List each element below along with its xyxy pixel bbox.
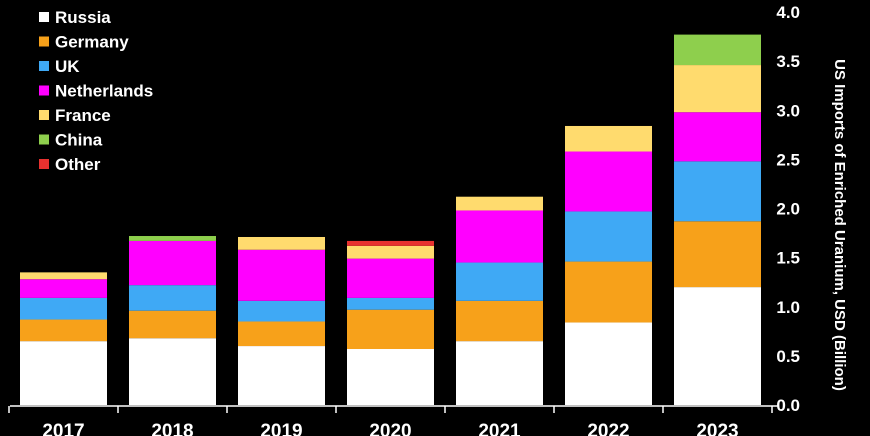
legend-swatch-other	[39, 159, 49, 169]
y-tick-label: 3.0	[776, 101, 800, 120]
x-tick-label: 2020	[369, 421, 411, 436]
y-tick-label: 1.0	[776, 298, 800, 317]
bar-segment-russia-2020	[347, 348, 434, 405]
bar-segment-france-2019	[238, 236, 325, 250]
bar-segment-netherlands-2022	[565, 151, 652, 212]
bar-segment-uk-2022	[565, 211, 652, 262]
legend-label-france: France	[55, 106, 111, 125]
bar-segment-other-2020	[347, 240, 434, 246]
bar-segment-russia-2023	[674, 287, 761, 405]
legend-label-germany: Germany	[55, 33, 129, 52]
bar-segment-france-2023	[674, 65, 761, 113]
bar-segment-netherlands-2018	[129, 240, 216, 286]
y-tick-label: 3.5	[776, 52, 800, 71]
bar-segment-uk-2021	[456, 262, 543, 301]
bar-segment-uk-2018	[129, 285, 216, 311]
legend-label-other: Other	[55, 155, 101, 174]
bar-segment-france-2022	[565, 125, 652, 152]
legend-label-netherlands: Netherlands	[55, 82, 153, 101]
y-tick-label: 2.0	[776, 200, 800, 219]
bar-segment-germany-2017	[20, 319, 107, 342]
x-tick-label: 2019	[260, 421, 302, 436]
bar-segment-russia-2022	[565, 322, 652, 405]
bar-segment-uk-2023	[674, 161, 761, 222]
y-tick-label: 0.0	[776, 396, 800, 415]
bar-segment-netherlands-2021	[456, 210, 543, 263]
y-tick-label: 0.5	[776, 347, 800, 366]
bar-segment-france-2021	[456, 196, 543, 211]
bar-segment-china-2023	[674, 34, 761, 66]
legend-swatch-uk	[39, 61, 49, 71]
x-tick-label: 2021	[478, 421, 521, 436]
bar-segment-netherlands-2017	[20, 279, 107, 298]
bar-segment-germany-2023	[674, 221, 761, 288]
bar-segment-china-2018	[129, 236, 216, 241]
legend-swatch-germany	[39, 36, 49, 47]
x-tick-label: 2022	[587, 421, 629, 436]
bars-group	[20, 34, 761, 405]
legend-swatch-russia	[39, 12, 49, 22]
bar-segment-russia-2019	[238, 346, 325, 405]
legend-swatch-netherlands	[39, 85, 49, 96]
x-tick-label: 2018	[151, 421, 193, 436]
bar-segment-france-2020	[347, 245, 434, 259]
bar-segment-france-2017	[20, 272, 107, 280]
legend-label-russia: Russia	[55, 8, 111, 27]
legend-swatch-france	[39, 110, 49, 120]
y-axis: 0.0 0.5 1.0 1.5 2.0 2.5 3.0 3.5 4.0	[776, 3, 800, 415]
y-tick-label: 4.0	[776, 3, 800, 22]
bar-segment-uk-2017	[20, 297, 107, 320]
legend-swatch-china	[39, 134, 49, 145]
legend-label-china: China	[55, 131, 103, 150]
bar-segment-netherlands-2019	[238, 249, 325, 301]
bar-segment-uk-2019	[238, 300, 325, 322]
bar-segment-germany-2022	[565, 261, 652, 323]
x-axis: 2017 2018 2019 2020 2021 2022 2023	[8, 405, 778, 436]
x-tick-label: 2017	[42, 421, 84, 436]
x-tick-label: 2023	[696, 421, 738, 436]
bar-segment-russia-2018	[129, 338, 216, 405]
bar-segment-germany-2019	[238, 321, 325, 347]
bar-segment-germany-2020	[347, 309, 434, 349]
bar-segment-uk-2020	[347, 297, 434, 310]
bar-segment-germany-2021	[456, 300, 543, 342]
bar-segment-netherlands-2023	[674, 112, 761, 162]
bar-segment-russia-2021	[456, 341, 543, 405]
y-axis-label: US Imports of Enriched Uranium, USD (Bil…	[831, 59, 848, 391]
y-tick-label: 2.5	[776, 150, 800, 169]
bar-segment-germany-2018	[129, 310, 216, 339]
bar-segment-russia-2017	[20, 341, 107, 405]
bar-segment-netherlands-2020	[347, 258, 434, 298]
legend: Russia Germany UK Netherlands France China Oth…	[39, 8, 153, 174]
legend-label-uk: UK	[55, 57, 80, 76]
y-tick-label: 1.5	[776, 249, 800, 268]
